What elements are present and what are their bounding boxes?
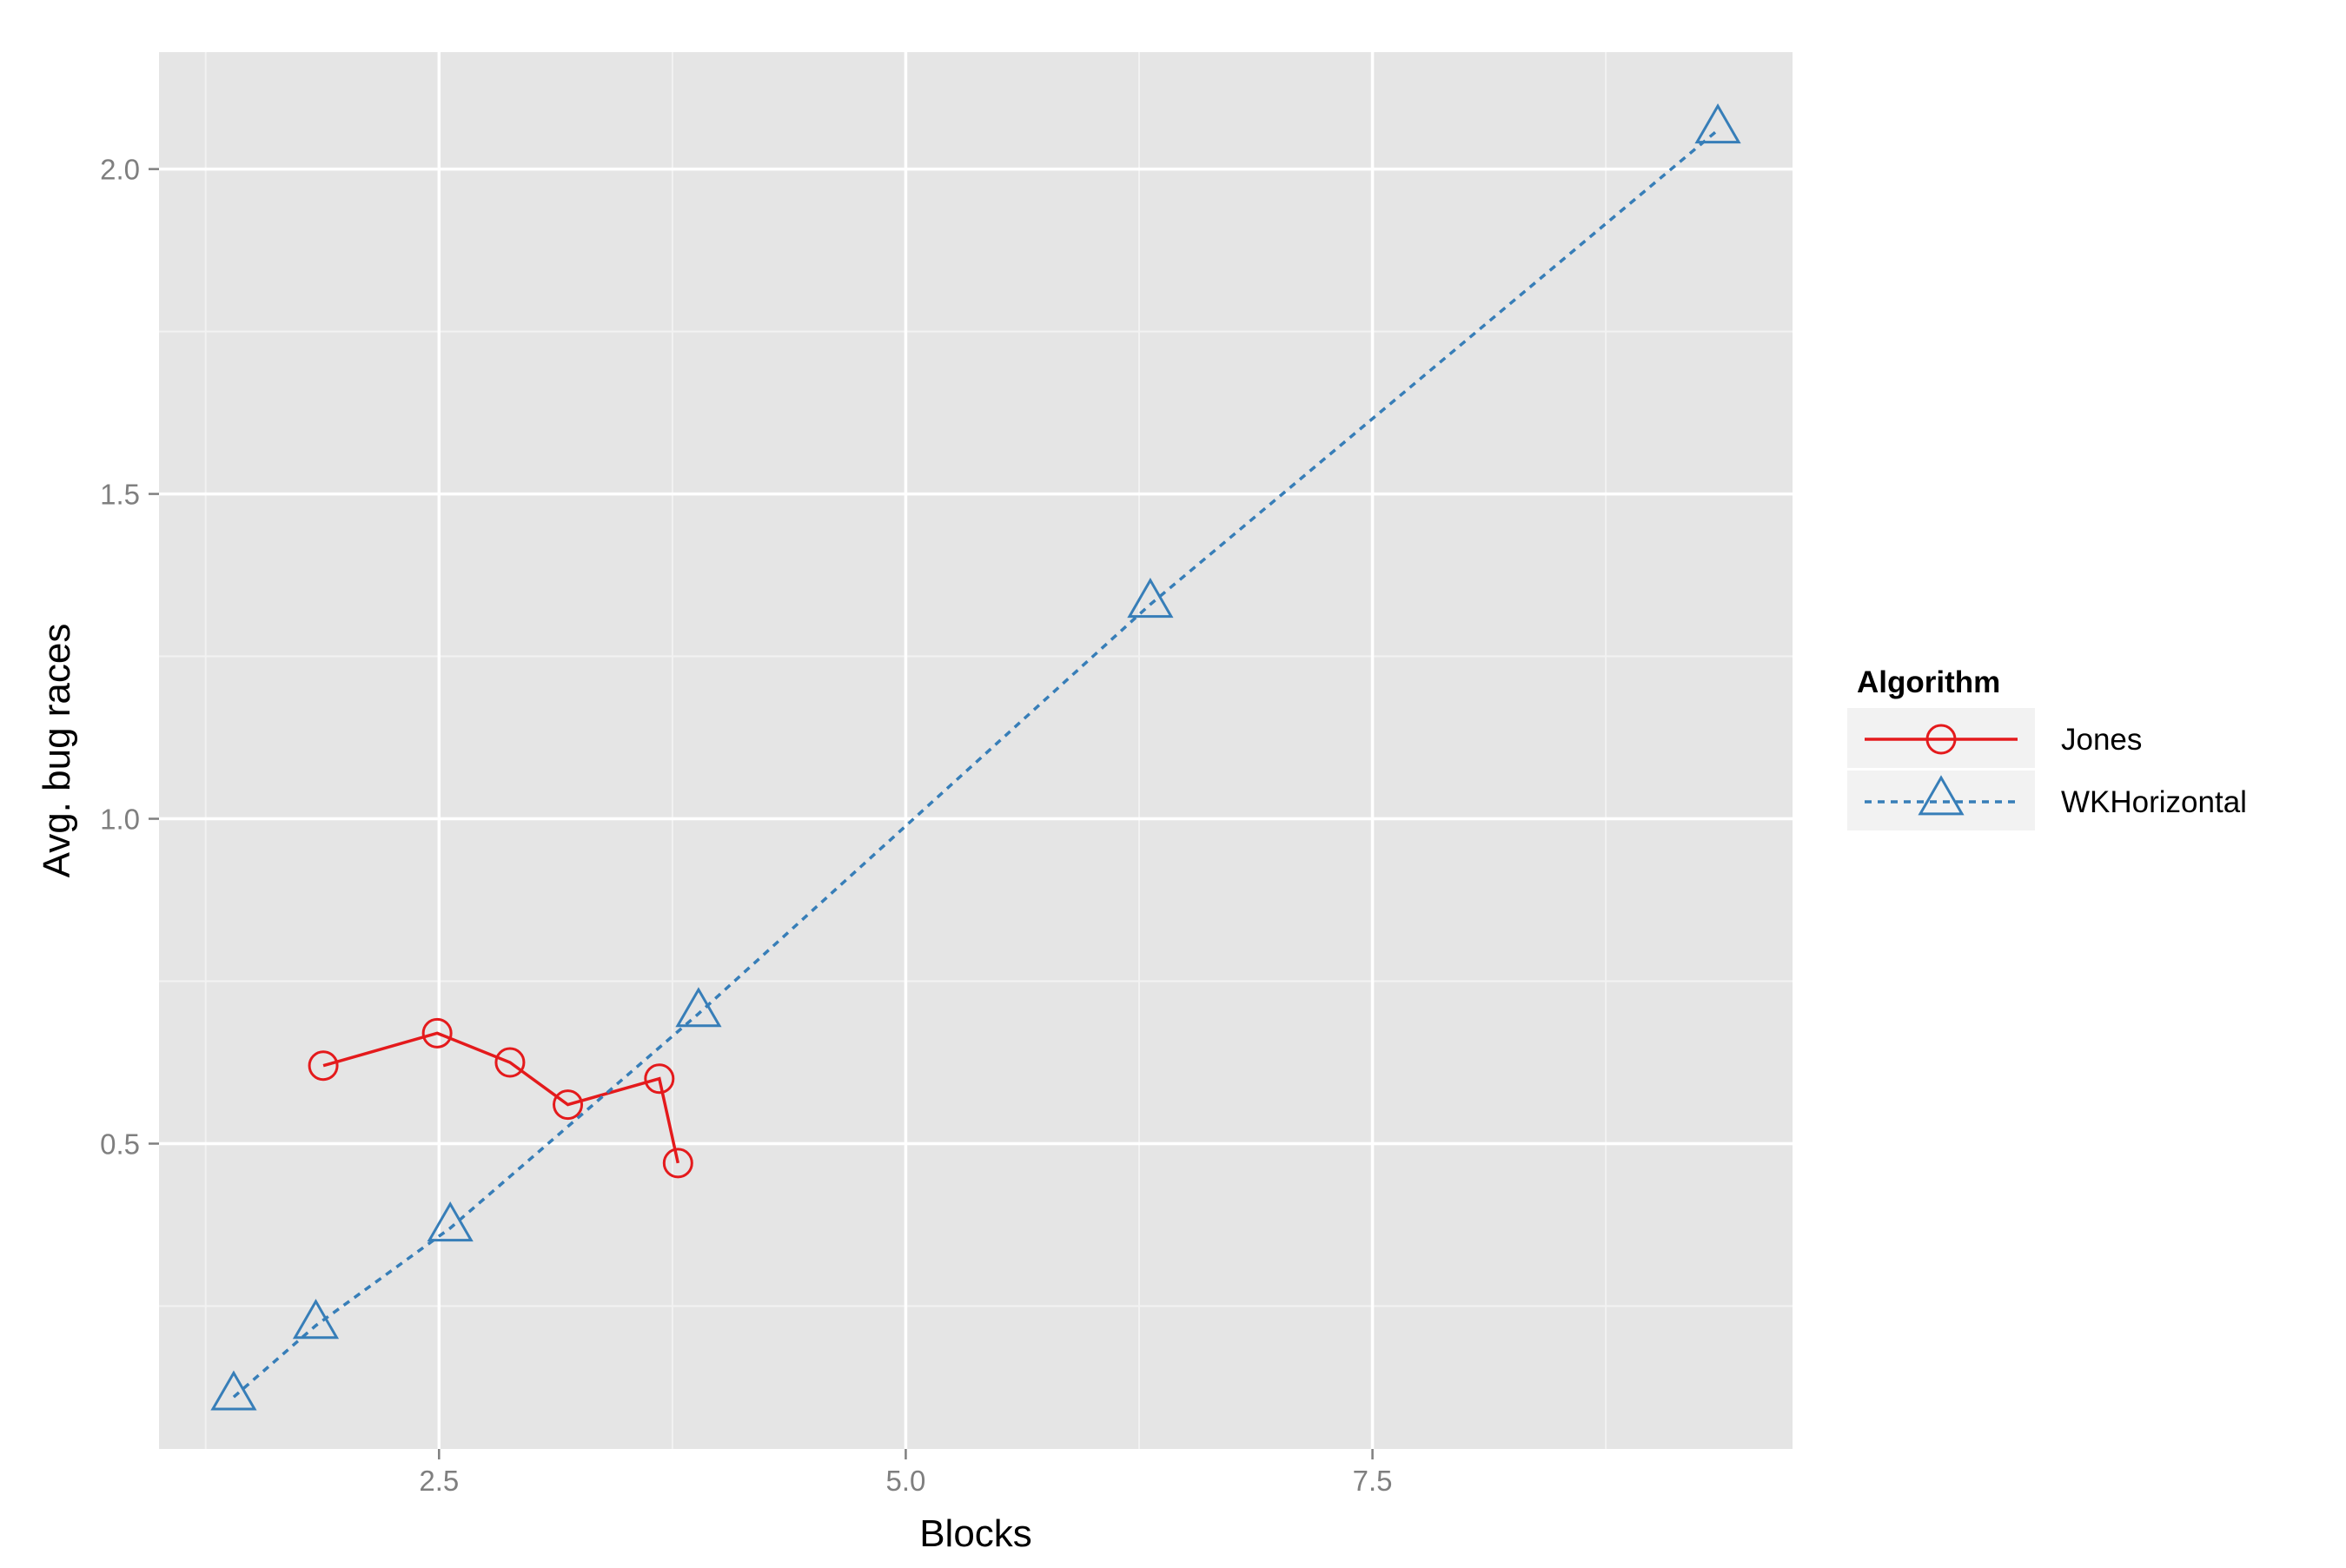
tick-labels: 2.5 5.0 7.5 0.5 1.0 1.5 2.0	[100, 154, 1392, 1497]
legend-keys: Jones WKHorizontal	[1847, 708, 2247, 830]
x-tick-label-0: 2.5	[419, 1465, 459, 1497]
point-jones-5	[662, 1148, 693, 1179]
point-jones-0	[308, 1050, 339, 1082]
grid-minor	[159, 52, 1793, 1449]
legend-key-marker-wkhorizontal	[1918, 775, 1965, 816]
series-points	[210, 103, 1741, 1411]
legend-key-marker-jones	[1925, 724, 1957, 755]
series-line-wkhorizontal	[232, 129, 1720, 1399]
point-wkhorizontal-3	[675, 987, 722, 1028]
y-tick-label-2: 1.5	[100, 479, 140, 511]
x-tick-label-1: 5.0	[885, 1465, 925, 1497]
x-tick-label-2: 7.5	[1353, 1465, 1393, 1497]
point-jones-3	[553, 1089, 584, 1121]
legend-label-jones: Jones	[2061, 723, 2142, 757]
point-wkhorizontal-1	[292, 1299, 340, 1340]
axis-ticks	[149, 168, 1374, 1459]
y-tick-label-1: 1.0	[100, 804, 140, 836]
grid-major	[159, 52, 1793, 1449]
point-jones-1	[421, 1017, 453, 1049]
point-wkhorizontal-4	[1127, 578, 1174, 619]
x-axis-title: Blocks	[919, 1512, 1032, 1555]
y-tick-label-0: 0.5	[100, 1128, 140, 1160]
point-wkhorizontal-2	[427, 1201, 474, 1242]
point-wkhorizontal-0	[210, 1370, 257, 1411]
point-jones-2	[494, 1047, 526, 1078]
plot-panel	[159, 52, 1793, 1449]
legend: Algorithm Jones WKHorizontal	[1847, 665, 2247, 830]
point-wkhorizontal-5	[1694, 103, 1741, 144]
y-tick-label-3: 2.0	[100, 154, 140, 186]
point-jones-4	[644, 1063, 675, 1095]
legend-title: Algorithm	[1857, 665, 2000, 699]
y-axis-title: Avg. bug races	[36, 624, 78, 878]
legend-label-wkhorizontal: WKHorizontal	[2061, 785, 2247, 819]
